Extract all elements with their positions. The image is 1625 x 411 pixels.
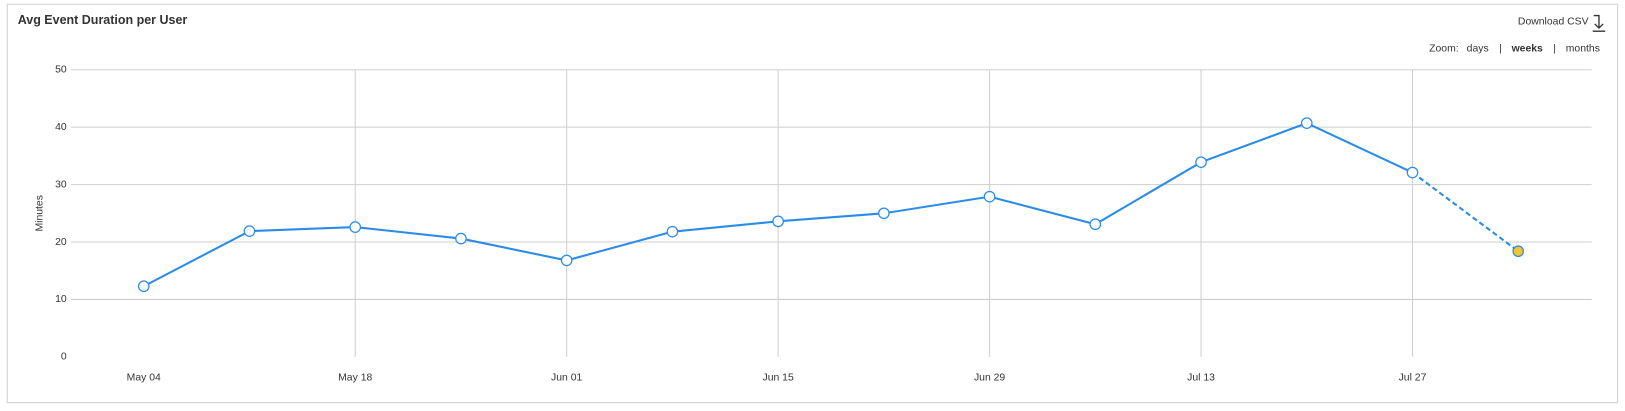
y-tick-label: 20: [55, 237, 67, 248]
zoom-separator: |: [1553, 44, 1556, 55]
y-tick-label: 40: [55, 122, 67, 133]
y-tick-label: 50: [55, 64, 67, 75]
point[interactable]: [1300, 117, 1313, 129]
x-tick-label: May 04: [127, 372, 161, 383]
point[interactable]: [560, 254, 573, 267]
y-axis-label: Minutes: [34, 195, 45, 231]
x-tick-label: Jul 13: [1187, 372, 1215, 383]
y-tick-label: 30: [55, 179, 67, 190]
point[interactable]: [349, 221, 362, 233]
point[interactable]: [455, 232, 467, 245]
line-projected: [1411, 171, 1519, 253]
point[interactable]: [1406, 166, 1419, 179]
download-csv[interactable]: Download CSV: [1518, 17, 1589, 28]
zoom-separator: |: [1499, 44, 1502, 55]
point[interactable]: [1512, 245, 1525, 258]
zoom-label: Zoom:: [1429, 44, 1459, 55]
point[interactable]: [983, 190, 996, 203]
zoom-option[interactable]: months: [1566, 44, 1600, 55]
x-tick-label: Jun 15: [762, 372, 793, 383]
point[interactable]: [1195, 156, 1207, 169]
point[interactable]: [772, 215, 784, 228]
point[interactable]: [878, 207, 890, 220]
chart-title: Avg Event Duration per User: [18, 13, 188, 27]
point[interactable]: [137, 280, 150, 293]
x-tick-label: Jun 29: [974, 372, 1005, 383]
download-icon[interactable]: [1592, 14, 1606, 32]
point[interactable]: [666, 225, 679, 238]
y-tick-label: 10: [55, 294, 67, 305]
zoom-option[interactable]: weeks: [1511, 44, 1543, 55]
zoom-option[interactable]: days: [1467, 44, 1489, 55]
x-tick-label: Jul 27: [1399, 372, 1427, 383]
point[interactable]: [243, 225, 256, 237]
x-tick-label: Jun 01: [551, 372, 582, 383]
panel: [6, 3, 1619, 404]
y-tick-label: 0: [61, 352, 67, 363]
point[interactable]: [1089, 218, 1102, 231]
x-tick-label: May 18: [338, 372, 372, 383]
